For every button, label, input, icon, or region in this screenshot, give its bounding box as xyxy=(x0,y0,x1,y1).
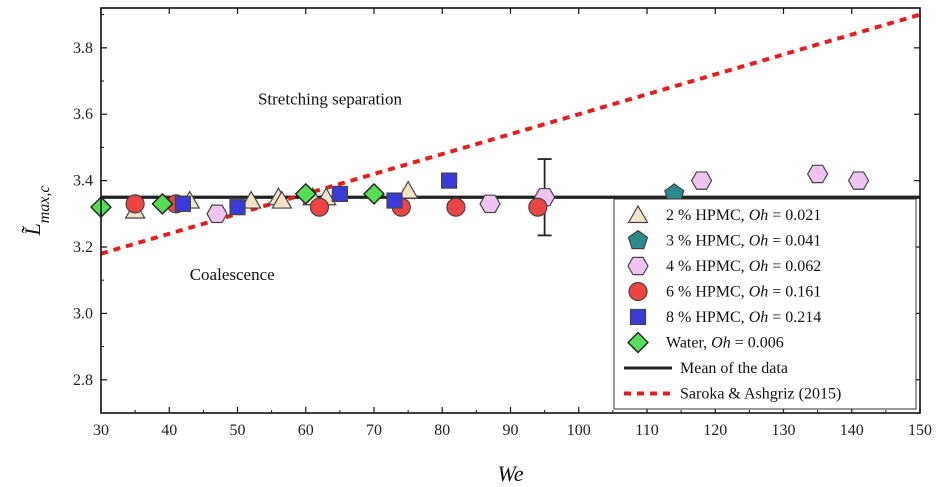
data-point-triangle xyxy=(240,190,262,209)
legend-swatch-circle xyxy=(628,281,648,302)
legend-label: Mean of the data xyxy=(680,360,788,377)
y-tick-label: 3.0 xyxy=(73,305,93,322)
legend-label-value: = 0.062 xyxy=(768,258,821,275)
x-tick-label: 80 xyxy=(434,422,450,439)
legend-swatch-square xyxy=(629,308,647,326)
text-layer: We L̃max,c Stretching separation Coalescenc… xyxy=(20,89,524,486)
x-tick-label: 100 xyxy=(567,422,591,439)
data-point-hexagon xyxy=(847,171,870,190)
data-point-triangle xyxy=(271,190,293,209)
data-point-circle xyxy=(446,197,466,217)
data-point-square xyxy=(174,195,191,212)
data-point-circle xyxy=(528,197,548,217)
data-point-diamond xyxy=(294,182,317,205)
y-tick-label: 3.2 xyxy=(73,239,93,256)
data-point-hexagon xyxy=(479,194,501,214)
legend-label-text: 4 % HPMC, xyxy=(666,258,749,275)
data-point-diamond xyxy=(363,182,385,205)
markers-layer xyxy=(90,158,870,237)
legend-label: Water, Oh = 0.006 xyxy=(666,335,784,352)
legend-label-value: = 0.006 xyxy=(731,335,784,352)
legend-label-text: Water, xyxy=(666,335,711,352)
x-tick-label: 90 xyxy=(503,422,519,439)
y-axis-title: L̃max,c xyxy=(20,185,53,236)
legend-box xyxy=(613,198,917,410)
legend-label-oh: Oh xyxy=(749,207,769,224)
y-tick-label: 2.8 xyxy=(73,372,93,389)
legend-label: Saroka & Ashgriz (2015) xyxy=(680,386,841,403)
legend-label: 4 % HPMC, Oh = 0.062 xyxy=(666,258,821,275)
x-tick-label: 110 xyxy=(635,422,658,439)
x-tick-label: 130 xyxy=(772,422,796,439)
legend-label-oh: Oh xyxy=(749,309,769,326)
legend-label-value: = 0.041 xyxy=(768,233,821,250)
legend-label-text: 6 % HPMC, xyxy=(666,284,749,301)
legend: 2 % HPMC, Oh = 0.021 3 % HPMC, Oh = 0.041… xyxy=(613,198,917,410)
legend-label-value: = 0.214 xyxy=(768,309,821,326)
legend-swatch-pentagon xyxy=(627,229,649,250)
legend-label-oh: Oh xyxy=(749,233,769,250)
legend-label-value: = 0.021 xyxy=(768,207,821,224)
data-point-hexagon xyxy=(690,171,713,190)
legend-label-text: Mean of the data xyxy=(680,360,788,377)
legend-label-value: = 0.161 xyxy=(768,284,821,301)
x-axis-title: We xyxy=(497,461,523,486)
data-point-square xyxy=(229,199,246,216)
y-tick-label: 3.6 xyxy=(73,106,93,123)
legend-label-text: 8 % HPMC, xyxy=(666,309,749,326)
data-point-circle xyxy=(125,194,145,214)
axes-layer: 30 40 50 60 70 80 90 100 110 120 130 140 150 2.8 3.0 3.… xyxy=(73,8,932,439)
legend-label-oh: Oh xyxy=(749,284,769,301)
data-point-hexagon xyxy=(806,164,829,184)
legend-label: 3 % HPMC, Oh = 0.041 xyxy=(666,233,821,250)
legend-swatch-diamond xyxy=(627,331,649,354)
y-axis-title-base: L̃ xyxy=(20,223,45,236)
data-point-square xyxy=(440,172,458,189)
data-point-diamond xyxy=(151,192,174,215)
y-tick-label: 3.4 xyxy=(73,173,93,190)
legend-label-text: 2 % HPMC, xyxy=(666,207,749,224)
x-tick-label: 30 xyxy=(93,422,109,439)
legend-label-text: Saroka & Ashgriz (2015) xyxy=(680,386,841,403)
y-axis-title-subscript: max,c xyxy=(36,185,53,223)
legend-label-oh: Oh xyxy=(749,258,769,275)
annotation-label: Coalescence xyxy=(190,265,275,284)
data-point-circle xyxy=(309,197,329,217)
y-tick-label: 3.8 xyxy=(73,40,93,57)
legend-swatch-hexagon xyxy=(627,256,649,276)
x-tick-label: 120 xyxy=(703,422,727,439)
x-tick-label: 70 xyxy=(366,422,382,439)
annotation-label: Stretching separation xyxy=(258,89,402,108)
legend-label: 8 % HPMC, Oh = 0.214 xyxy=(666,309,821,326)
data-point-square xyxy=(331,185,348,203)
data-point-hexagon xyxy=(206,204,228,224)
x-tick-label: 150 xyxy=(908,422,932,439)
legend-label: 2 % HPMC, Oh = 0.021 xyxy=(666,207,821,224)
x-tick-label: 140 xyxy=(840,422,864,439)
legend-label: 6 % HPMC, Oh = 0.161 xyxy=(666,284,821,301)
x-tick-label: 60 xyxy=(298,422,314,439)
data-point-square xyxy=(386,192,403,209)
data-point-triangle xyxy=(397,180,419,199)
x-tick-label: 50 xyxy=(230,422,246,439)
y-axis-title-group: L̃max,c xyxy=(20,185,53,236)
legend-label-text: 3 % HPMC, xyxy=(666,233,749,250)
lines-layer xyxy=(101,12,920,256)
legend-label-oh: Oh xyxy=(711,335,731,352)
plot-frame xyxy=(100,7,921,414)
legend-swatch-triangle xyxy=(627,204,649,224)
x-tick-label: 40 xyxy=(161,422,177,439)
